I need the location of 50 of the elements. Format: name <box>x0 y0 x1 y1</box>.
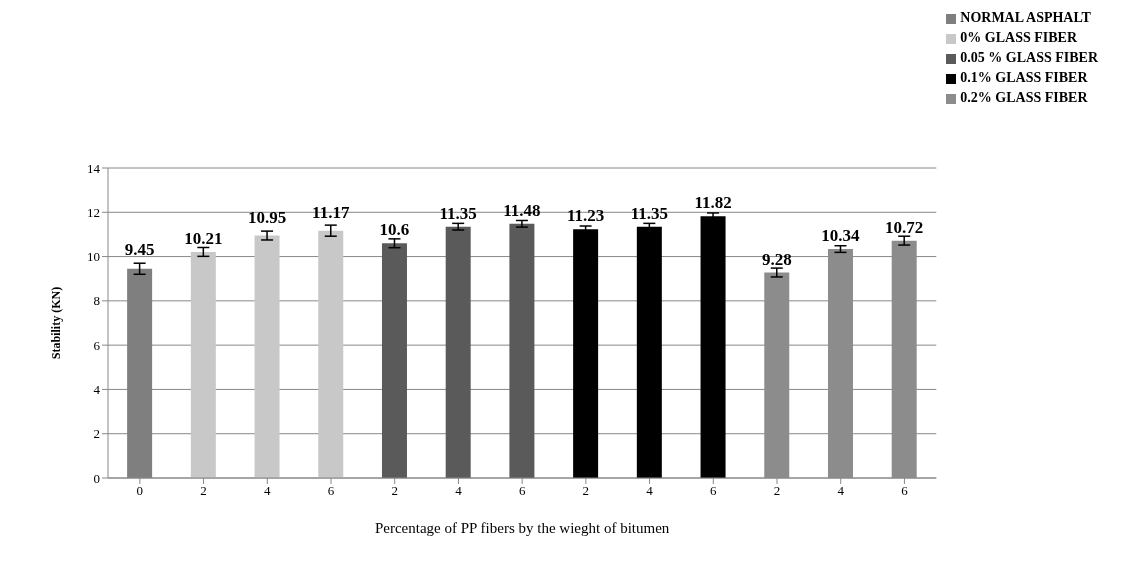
legend-label: NORMAL ASPHALT <box>960 10 1091 25</box>
bar <box>254 235 280 478</box>
y-tick-label: 10 <box>87 249 100 265</box>
x-tick-label: 6 <box>901 483 909 499</box>
legend-label: 0.2% GLASS FIBER <box>960 90 1088 105</box>
data-label: 11.35 <box>439 203 477 223</box>
data-label: 10.72 <box>885 217 924 237</box>
y-tick-label: 6 <box>93 337 101 353</box>
x-tick-label: 4 <box>264 483 272 499</box>
y-tick-label: 0 <box>93 470 100 486</box>
data-label: 11.23 <box>566 206 605 226</box>
y-tick-label: 4 <box>93 382 101 398</box>
data-label: 10.21 <box>184 228 223 248</box>
x-tick-label: 2 <box>773 483 781 499</box>
x-tick-label: 0 <box>136 483 144 499</box>
bar <box>700 216 726 478</box>
bar <box>381 243 407 478</box>
y-tick-label: 2 <box>93 426 100 442</box>
bar <box>509 223 535 478</box>
data-label: 10.95 <box>247 208 287 228</box>
y-tick-label: 12 <box>87 204 100 220</box>
x-tick-label: 4 <box>837 483 845 499</box>
x-tick-label: 2 <box>200 483 207 499</box>
x-tick-label: 4 <box>646 483 654 499</box>
data-label: 9.28 <box>761 249 792 269</box>
bar <box>636 226 662 478</box>
bar <box>573 229 599 478</box>
x-tick-label: 4 <box>455 483 463 499</box>
x-tick-label: 2 <box>582 483 590 499</box>
x-tick-label: 6 <box>327 483 335 499</box>
data-label: 11.48 <box>503 200 541 220</box>
legend-label: 0.05 % GLASS FIBER <box>960 50 1098 65</box>
bar <box>318 230 344 478</box>
legend-label: 0.1% GLASS FIBER <box>960 70 1088 85</box>
data-label: 10.6 <box>379 220 410 240</box>
data-label: 10.34 <box>821 226 861 246</box>
bar <box>445 226 471 478</box>
bar <box>190 251 216 478</box>
x-tick-label: 2 <box>391 483 398 499</box>
data-label: 11.17 <box>312 203 350 223</box>
data-label: 11.35 <box>630 203 668 223</box>
x-tick-label: 6 <box>518 483 526 499</box>
x-axis-title: Percentage of PP fibers by the wieght of bitumen <box>374 520 670 536</box>
legend-label: 0% GLASS FIBER <box>960 30 1077 45</box>
y-tick-label: 14 <box>87 160 101 176</box>
y-tick-label: 8 <box>93 293 100 309</box>
y-axis-title: Stability (KN) <box>49 286 64 360</box>
data-label: 9.45 <box>124 240 155 260</box>
data-label: 11.82 <box>694 193 732 213</box>
x-tick-label: 6 <box>710 483 718 499</box>
